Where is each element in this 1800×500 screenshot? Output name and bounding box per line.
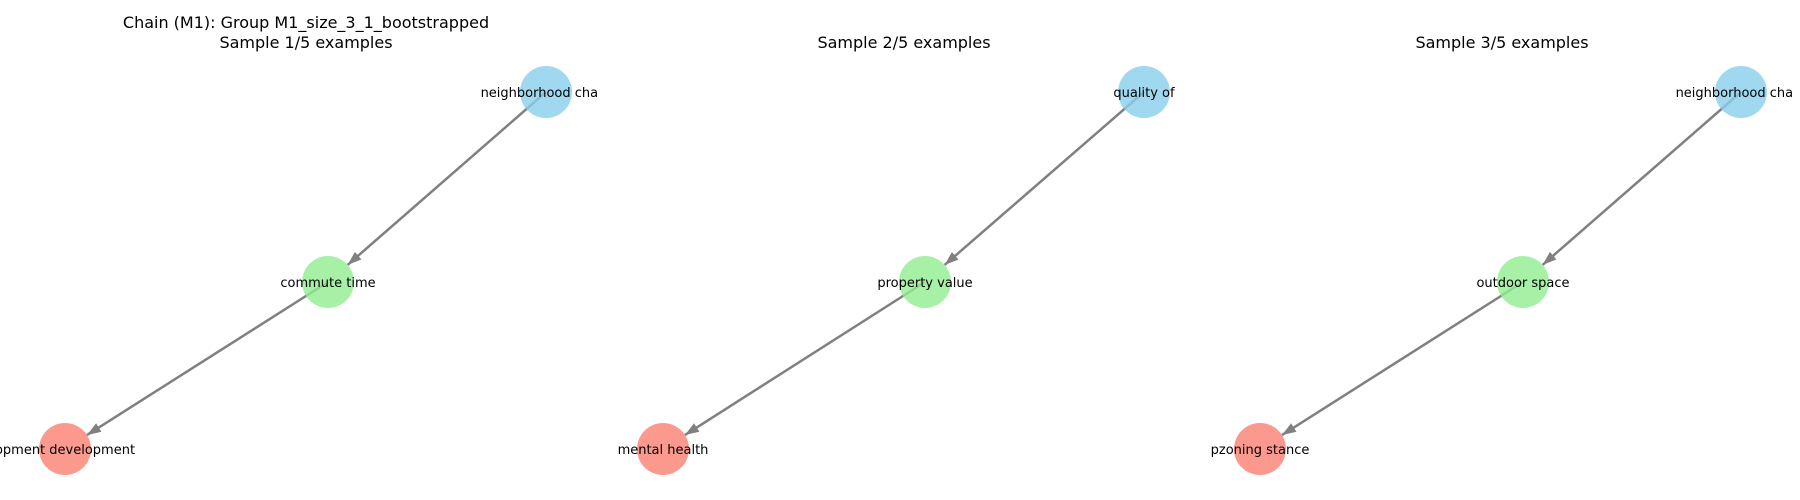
node-root [1715, 66, 1767, 118]
node-label-middle: commute time [280, 276, 375, 291]
node-leaf [1234, 423, 1286, 475]
node-label-leaf: opment development [0, 443, 135, 458]
node-label-leaf: pzoning stance [1211, 443, 1310, 458]
panel-title: Sample 1/5 examples [219, 33, 392, 52]
edge-middle-to-leaf [1281, 280, 1524, 437]
edge-root-to-middle [1541, 91, 1742, 266]
arrowhead [86, 423, 102, 436]
panel-3: Sample 3/5 examples neighborhood chara out… [1211, 33, 1800, 475]
node-label-root: neighborhood chara [1676, 86, 1800, 101]
node-middle [1497, 256, 1549, 308]
node-leaf [637, 423, 689, 475]
arrowhead [1542, 251, 1557, 265]
node-root [1118, 66, 1170, 118]
edge-root-to-middle [346, 91, 547, 266]
panel-title: Sample 3/5 examples [1415, 33, 1588, 52]
node-root [520, 66, 572, 118]
panel-2: Sample 2/5 examples quality of property va… [618, 33, 1175, 475]
panel-title: Sample 2/5 examples [817, 33, 990, 52]
node-leaf [39, 423, 91, 475]
panel-1: Sample 1/5 examples neighborhood chara com… [0, 33, 612, 475]
node-label-root: quality of [1113, 86, 1175, 101]
node-label-root: neighborhood chara [481, 86, 612, 101]
edge-root-to-middle [943, 91, 1145, 266]
node-label-middle: property value [877, 276, 972, 291]
edge-middle-to-leaf [684, 280, 926, 437]
figure-title: Chain (M1): Group M1_size_3_1_bootstrapp… [123, 13, 489, 33]
arrowhead [684, 423, 700, 435]
arrowhead [944, 252, 959, 265]
arrowhead [1281, 423, 1297, 436]
node-label-middle: outdoor space [1476, 276, 1569, 291]
node-middle [899, 256, 951, 308]
node-label-leaf: mental health [618, 443, 709, 458]
arrowhead [347, 251, 362, 265]
node-middle [302, 256, 354, 308]
edge-middle-to-leaf [86, 280, 329, 437]
